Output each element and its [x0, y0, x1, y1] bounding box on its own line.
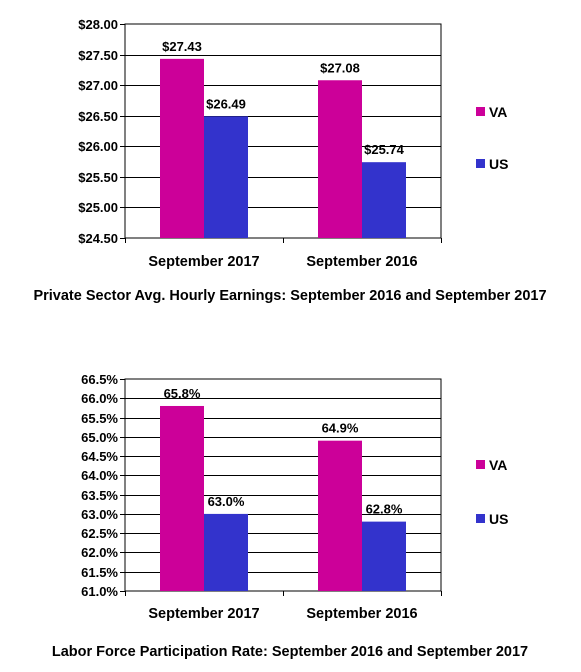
y-tick-label: $25.00 — [78, 200, 118, 215]
bar-va-2 — [318, 440, 362, 591]
bar-va-1 — [160, 405, 204, 591]
y-tick-label: $27.00 — [78, 78, 118, 93]
y-tick-label: 63.0% — [81, 507, 118, 522]
bar-us-2 — [362, 162, 406, 238]
data-label: $26.49 — [206, 96, 246, 111]
y-tick-label: $24.50 — [78, 231, 118, 246]
bar-us-1 — [204, 116, 248, 238]
legend-swatch-va — [476, 460, 485, 469]
legend-label-va: VA — [489, 104, 507, 120]
chart-title: Private Sector Avg. Hourly Earnings: Sep… — [33, 288, 546, 304]
legend-swatch-us — [476, 159, 485, 168]
chart-2: 61.0% 61.5% 62.0% 62.5% 63.0% 63.5% 64.0% 64.5%… — [52, 372, 528, 660]
y-tick-label: 61.5% — [81, 565, 118, 580]
y-tick-label: $26.50 — [78, 109, 118, 124]
chart-1: $24.50 $25.00 $25.50 $26.00 $26.50 $27.00 $27.… — [33, 17, 546, 304]
bar-us-2 — [362, 521, 406, 591]
x-category-label: September 2017 — [148, 254, 259, 270]
data-label: 63.0% — [208, 494, 245, 509]
y-tick-label: 62.5% — [81, 526, 118, 541]
y-tick-label: $25.50 — [78, 170, 118, 185]
legend-swatch-us — [476, 514, 485, 523]
y-tick-label: 66.5% — [81, 372, 118, 387]
y-tick-label: 64.5% — [81, 449, 118, 464]
x-category-label: September 2017 — [148, 606, 259, 622]
y-tick-label: 65.0% — [81, 430, 118, 445]
y-tick-label: 62.0% — [81, 545, 118, 560]
legend-swatch-va — [476, 107, 485, 116]
x-category-label: September 2016 — [306, 254, 417, 270]
y-tick-label: 61.0% — [81, 584, 118, 599]
bar-va-1 — [160, 58, 204, 239]
chart-title: Labor Force Participation Rate: Septembe… — [52, 644, 528, 660]
y-tick-label: $27.50 — [78, 48, 118, 63]
data-label: 65.8% — [164, 386, 201, 401]
x-category-label: September 2016 — [306, 606, 417, 622]
bar-va-2 — [318, 80, 362, 238]
legend-label-us: US — [489, 156, 508, 172]
y-tick-label: 65.5% — [81, 411, 118, 426]
y-tick-label: $26.00 — [78, 139, 118, 154]
y-tick-label: $28.00 — [78, 17, 118, 32]
data-label: $27.43 — [162, 39, 202, 54]
y-tick-label: 63.5% — [81, 488, 118, 503]
data-label: $27.08 — [320, 60, 360, 75]
y-tick-label: 64.0% — [81, 468, 118, 483]
bar-us-1 — [204, 513, 248, 591]
legend-label-va: VA — [489, 457, 507, 473]
data-label: 62.8% — [366, 502, 403, 517]
data-label: $25.74 — [364, 142, 405, 157]
legend-label-us: US — [489, 511, 508, 527]
y-tick-label: 66.0% — [81, 391, 118, 406]
data-label: 64.9% — [322, 421, 359, 436]
